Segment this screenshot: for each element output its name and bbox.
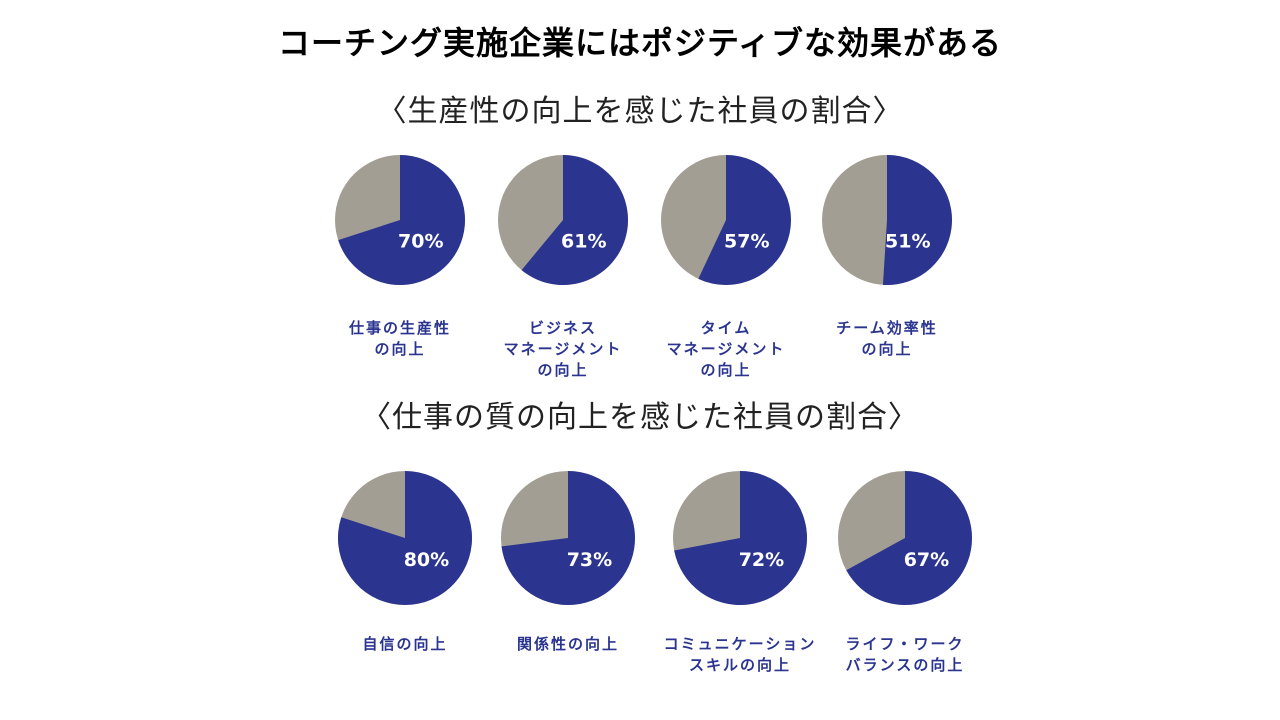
section-title-quality: 〈仕事の質の向上を感じた社員の割合〉: [361, 400, 919, 435]
pie-chart: 51%: [822, 155, 952, 285]
pie-percent-label: 72%: [739, 549, 784, 571]
pie-slice-positive: [338, 155, 465, 285]
pie-percent-label: 57%: [724, 230, 769, 252]
pie-category-label-line: ビジネス: [528, 319, 597, 337]
pie-category-label-line: バランスの向上: [845, 656, 965, 674]
pie-category-label: 仕事の生産性 の向上: [310, 318, 490, 360]
pie-chart: 80%: [338, 471, 472, 605]
pie-category-label: ライフ・ワーク バランスの向上: [815, 634, 995, 676]
pie-category-label-line: の向上: [700, 361, 752, 379]
pie-chart: 61%: [498, 155, 628, 285]
pie-category-label-line: の向上: [374, 340, 426, 358]
pie-chart: 57%: [661, 155, 791, 285]
pie-category-label-line: マネージメント: [503, 340, 623, 358]
pie-percent-label: 67%: [904, 549, 949, 571]
pie-slice-positive: [674, 471, 807, 605]
pie-category-label-line: マネージメント: [666, 340, 786, 358]
page-title: コーチング実施企業にはポジティブな効果がある: [277, 24, 1003, 62]
pie-slice-positive: [501, 471, 635, 605]
pie-percent-label: 73%: [567, 549, 612, 571]
pie-slice-positive: [338, 471, 472, 605]
pie-category-label-line: コミュニケーション: [663, 635, 817, 653]
pie-chart: 70%: [335, 155, 465, 285]
pie-chart: 67%: [838, 471, 972, 605]
pie-category-label: 自信の向上: [315, 634, 495, 655]
pie-percent-label: 61%: [561, 230, 606, 252]
pie-category-label-line: タイム: [700, 319, 752, 337]
pie-category-label-line: 仕事の生産性: [348, 319, 451, 337]
pie-category-label: チーム効率性 の向上: [797, 318, 977, 360]
pie-category-label-line: スキルの向上: [688, 656, 791, 674]
pie-category-label: タイムマネージメント の向上: [636, 318, 816, 381]
pie-category-label: コミュニケーション スキルの向上: [650, 634, 830, 676]
pie-category-label-line: の向上: [861, 340, 913, 358]
pie-slice-positive: [882, 155, 952, 285]
pie-category-label-line: ライフ・ワーク: [845, 635, 965, 653]
pie-percent-label: 51%: [885, 230, 930, 252]
pie-slice-positive: [698, 155, 791, 285]
pie-slice-positive: [846, 471, 972, 605]
pie-chart: 73%: [501, 471, 635, 605]
pie-chart: 72%: [673, 471, 807, 605]
pie-category-label-line: の向上: [537, 361, 589, 379]
pie-category-label-line: 関係性の向上: [516, 635, 619, 653]
pie-category-label: 関係性の向上: [478, 634, 658, 655]
pie-category-label: ビジネスマネージメント の向上: [473, 318, 653, 381]
section-title-productivity: 〈生産性の向上を感じた社員の割合〉: [376, 94, 904, 129]
pie-slice-positive: [521, 155, 628, 285]
pie-category-label-line: 自信の向上: [362, 635, 448, 653]
pie-category-label-line: チーム効率性: [836, 319, 938, 337]
pie-percent-label: 70%: [398, 230, 443, 252]
pie-percent-label: 80%: [404, 549, 449, 571]
